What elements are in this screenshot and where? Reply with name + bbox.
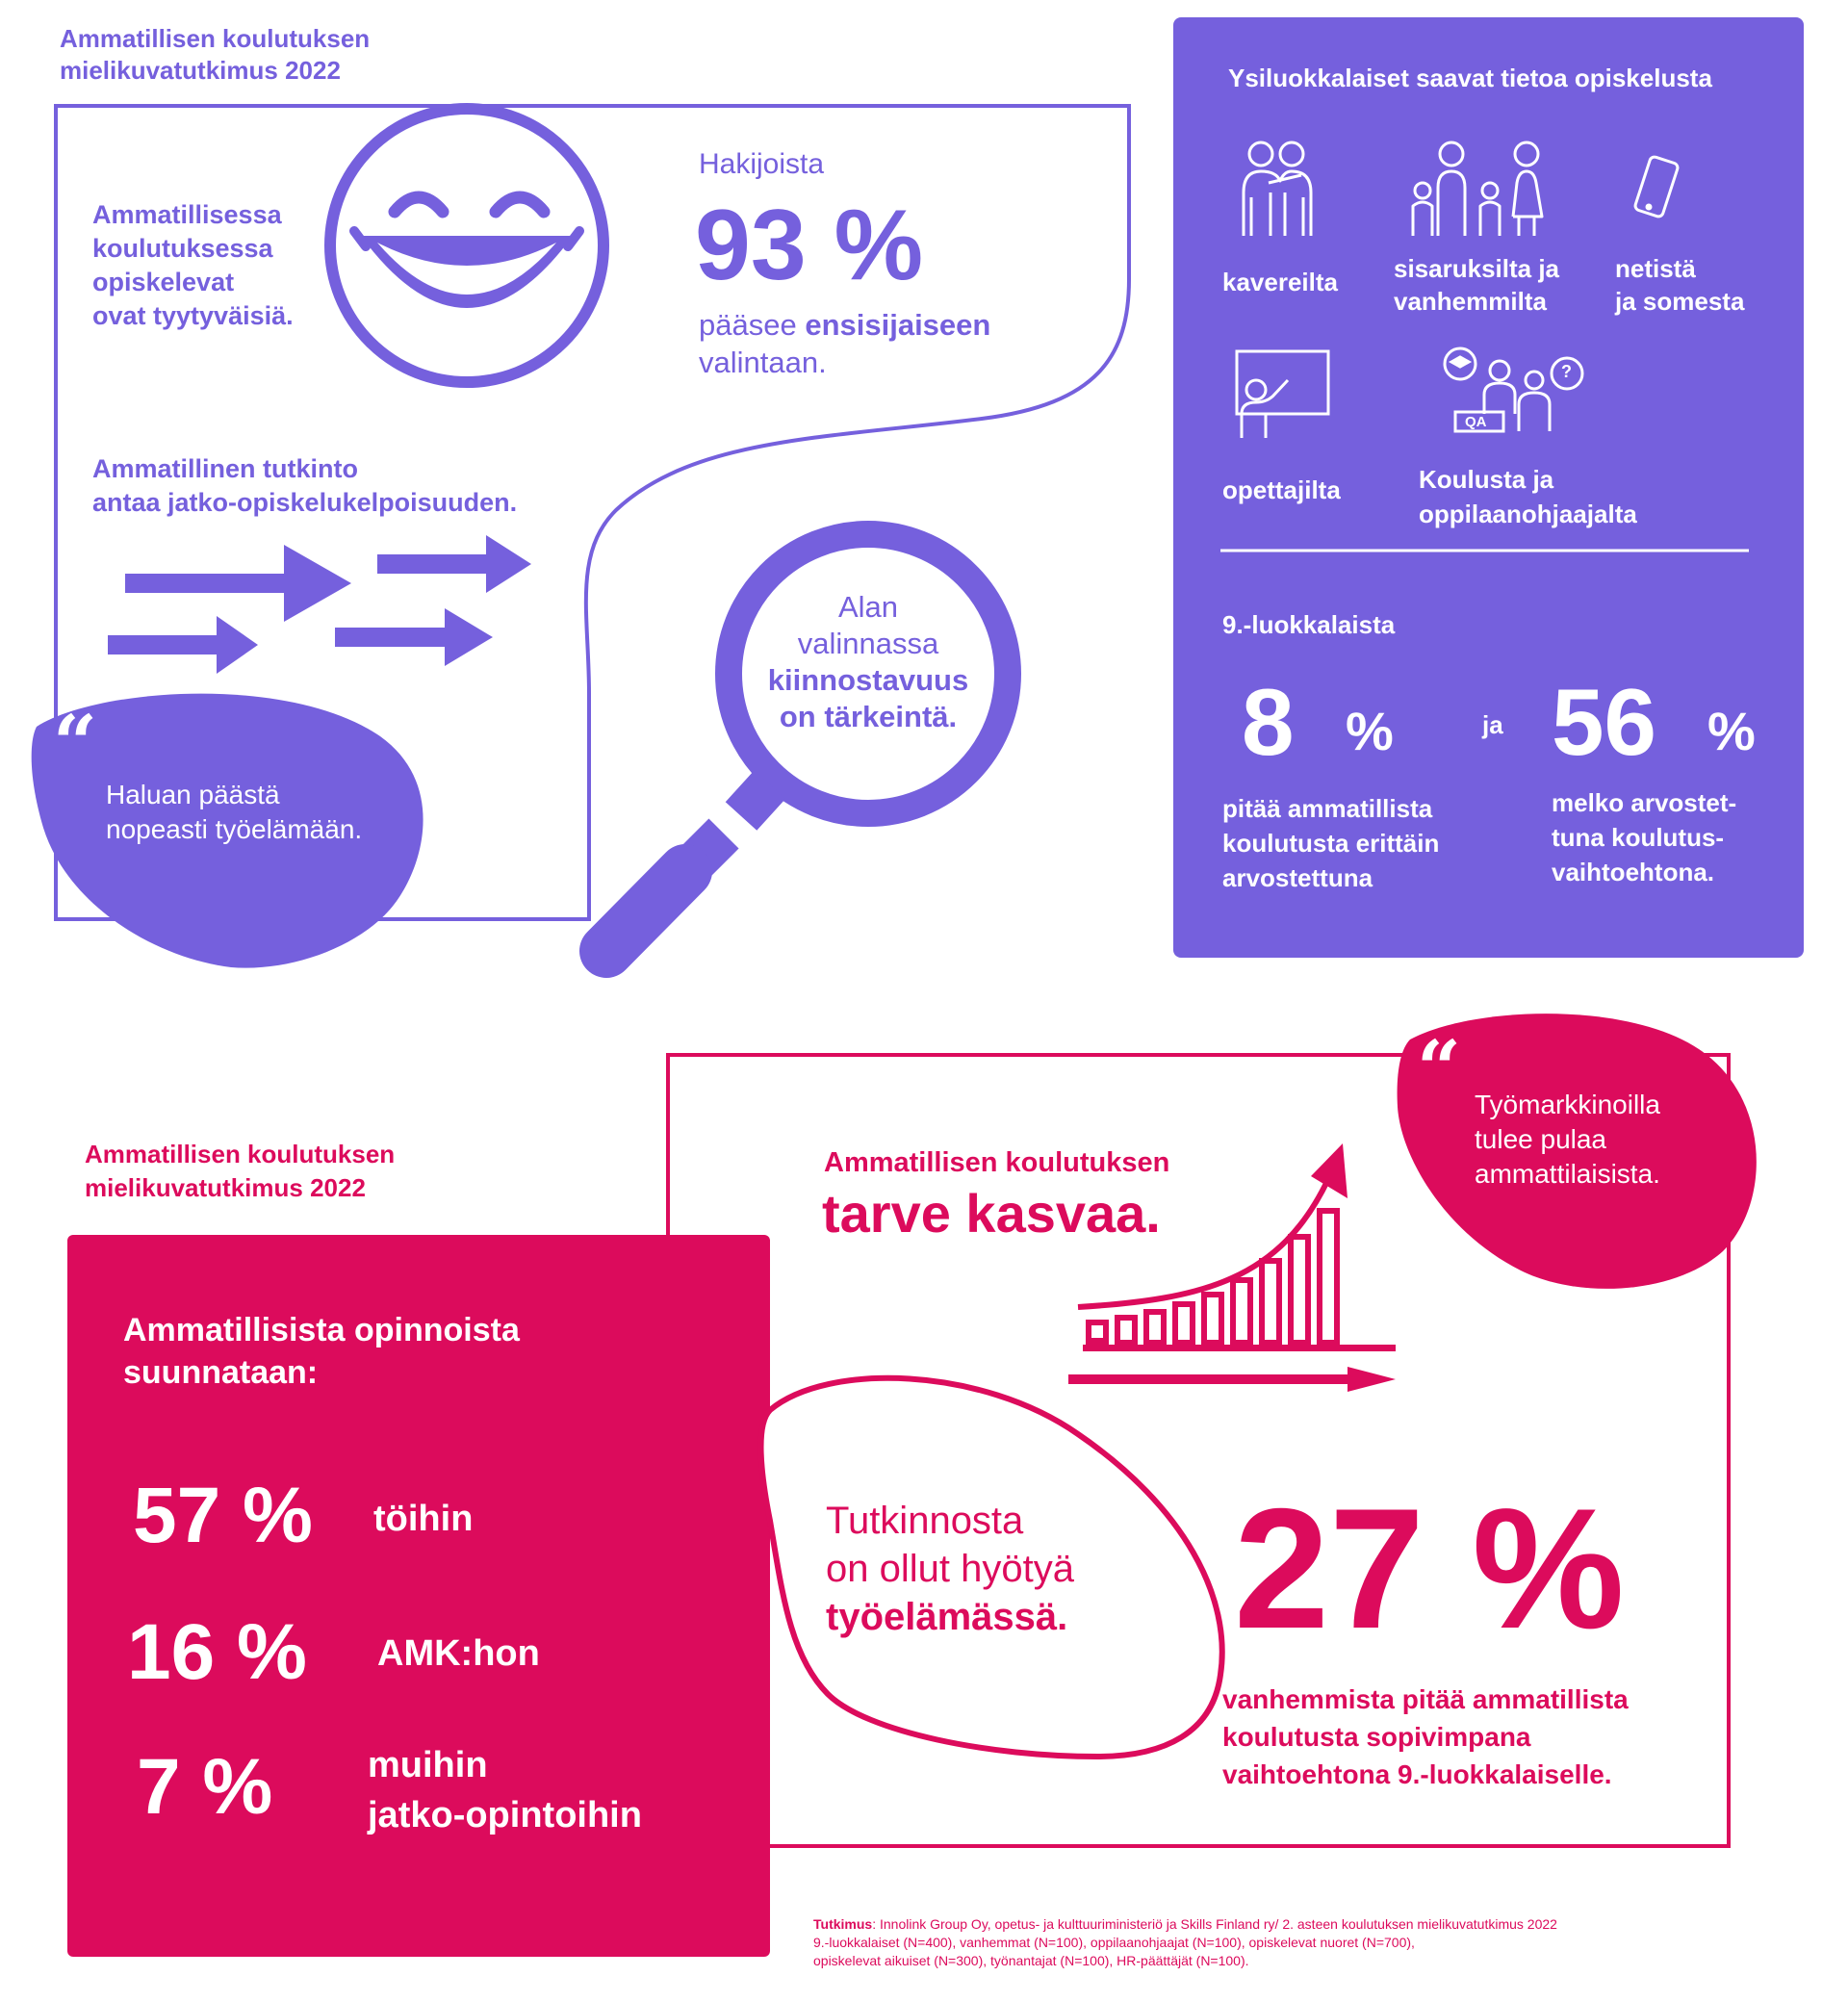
info-box-bg <box>1173 17 1804 958</box>
top-outline-frame <box>54 104 1131 921</box>
applicants-line-b: valintaan. <box>699 346 827 379</box>
applicants-pre: Hakijoista <box>699 148 825 180</box>
stat2-num: 56 <box>1552 669 1657 775</box>
magnifier-l4: on tärkeintä. <box>779 700 958 733</box>
ninth-label: 9.-luokkalaista <box>1222 610 1396 639</box>
degree-text: Ammatillinen tutkinto antaa jatko-opiske… <box>92 454 518 517</box>
info-box-title: Ysiluokkalaiset saavat tietoa opiskelust… <box>1228 64 1712 92</box>
quote-text-purple: Haluan päästä nopeasti työelämään. <box>106 780 363 844</box>
source-counselor: Koulusta ja oppilaanohjaajalta <box>1419 465 1637 528</box>
applicants-desc: pääsee ensisijaiseen valintaan. <box>699 306 990 381</box>
source-friends: kavereilta <box>1222 268 1338 296</box>
quote-blob-pink <box>1397 1014 1757 1289</box>
need-small: Ammatillisen koulutuksen <box>824 1147 1170 1178</box>
quote-mark-pink: “ <box>1417 1023 1462 1114</box>
top-header: Ammatillisen koulutuksen mielikuvatutkim… <box>60 24 371 85</box>
pink-stats-box <box>67 1235 770 1957</box>
benefit-blob-outline <box>757 1374 1225 1760</box>
teacher-icon <box>1235 349 1330 438</box>
row-value-amk: 16 % <box>127 1608 307 1696</box>
magnifier-text: Alan valinnassa kiinnostavuus on tärkein… <box>732 589 1005 735</box>
magnifier-icon <box>579 521 1021 978</box>
row-label-amk: AMK:hon <box>377 1633 540 1674</box>
connector-ja: ja <box>1482 710 1503 739</box>
footer-line1: Tutkimus: Innolink Group Oy, opetus- ja … <box>813 1915 1557 1934</box>
stat1-unit: % <box>1346 701 1394 761</box>
row-value-work: 57 % <box>133 1472 313 1559</box>
stat2-unit: % <box>1707 701 1756 761</box>
quote-blob-purple <box>31 693 424 968</box>
family-icon <box>1411 141 1544 236</box>
qa-label: QA <box>1465 414 1487 430</box>
pink-box-title: Ammatillisista opinnoista suunnataan: <box>123 1312 520 1391</box>
footer-label: Tutkimus <box>813 1916 873 1932</box>
applicants-line-a-bold: ensisijaiseen <box>805 308 991 342</box>
benefit-l2: on ollut hyötyä <box>826 1548 1074 1590</box>
question-mark: ? <box>1561 362 1572 381</box>
satisfied-text: Ammatillisessa koulutuksessa opiskelevat… <box>92 200 294 330</box>
footer-text: : Innolink Group Oy, opetus- ja kulttuur… <box>872 1916 1557 1932</box>
phone-icon <box>1633 155 1680 218</box>
friends-icon <box>1242 141 1313 236</box>
footer-line3: opiskelevat aikuiset (N=300), työnantaja… <box>813 1953 1249 1968</box>
growth-bars <box>1086 1208 1340 1346</box>
growth-chart-icon <box>1068 1338 1396 1392</box>
benefit-l3: työelämässä. <box>826 1596 1068 1638</box>
parents-value: 27 % <box>1234 1473 1625 1664</box>
magnifier-l3: kiinnostavuus <box>767 663 969 697</box>
quote-text-pink: Työmarkkinoilla tulee pulaa ammattilaisi… <box>1475 1090 1660 1189</box>
applicants-line-a: pääsee <box>699 308 806 342</box>
bottom-header: Ammatillisen koulutuksen mielikuvatutkim… <box>85 1140 396 1202</box>
magnifier-l1: Alan <box>837 590 899 624</box>
footer: Tutkimus: Innolink Group Oy, opetus- ja … <box>813 1915 1557 1970</box>
growth-curve <box>1077 1143 1348 1310</box>
parents-desc: vanhemmista pitää ammatillista koulutust… <box>1222 1684 1629 1789</box>
benefit-l1: Tutkinnosta <box>826 1500 1024 1542</box>
counselor-icon <box>1443 346 1584 433</box>
need-big: tarve kasvaa. <box>822 1183 1161 1244</box>
source-family: sisaruksilta ja vanhemmilta <box>1394 254 1559 316</box>
smiley-icon <box>324 103 609 388</box>
quote-mark-purple: “ <box>53 698 98 788</box>
row-label-other: muihin jatko-opintoihin <box>368 1745 642 1835</box>
row-label-work: töihin <box>373 1499 474 1539</box>
applicants-value: 93 % <box>695 190 924 301</box>
stat1-num: 8 <box>1242 669 1295 775</box>
row-value-other: 7 % <box>137 1743 273 1831</box>
stat1-desc: pitää ammatillista koulutusta erittäin a… <box>1222 794 1440 892</box>
benefit-text: Tutkinnosta on ollut hyötyä työelämässä. <box>826 1497 1074 1641</box>
footer-line2: 9.-luokkalaiset (N=400), vanhemmat (N=10… <box>813 1935 1415 1950</box>
source-internet: netistä ja somesta <box>1615 254 1745 316</box>
arrows-icon <box>108 535 531 674</box>
source-teachers: opettajilta <box>1222 475 1341 504</box>
stat2-desc: melko arvostet- tuna koulutus- vaihtoeht… <box>1552 788 1737 886</box>
magnifier-l2: valinnassa <box>797 627 939 660</box>
